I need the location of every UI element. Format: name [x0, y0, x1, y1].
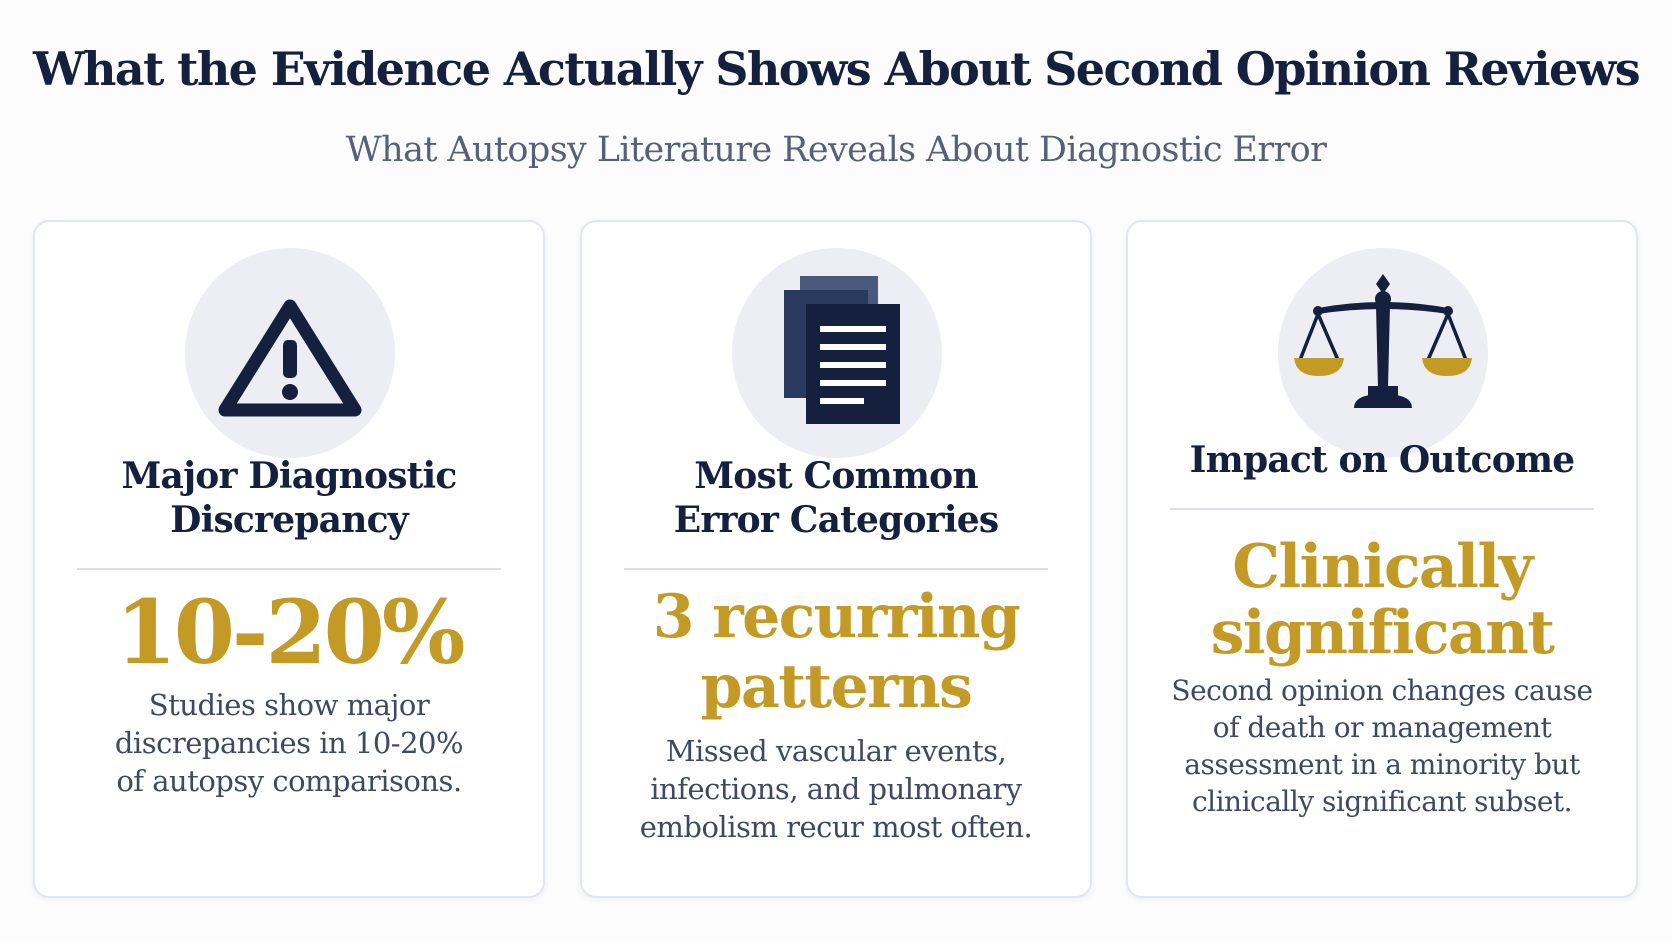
- warning-triangle-icon: [218, 299, 362, 417]
- icon-badge: [1278, 248, 1488, 458]
- documents-stack-icon: [784, 276, 900, 424]
- description-line: Missed vascular events,: [665, 734, 1007, 768]
- card-heading-line: Error Categories: [673, 499, 999, 541]
- description-line: assessment in a minority but: [1184, 748, 1580, 781]
- description-line: clinically significant subset.: [1191, 785, 1573, 818]
- card-heading-line: Major Diagnostic: [121, 455, 458, 497]
- stat-line: 3 recurring: [652, 582, 1021, 652]
- icon-badge: [732, 248, 942, 458]
- card-heading: Most Common Error Categories: [582, 454, 1090, 542]
- description-line: of autopsy comparisons.: [116, 764, 462, 798]
- stat-line: 10-20%: [115, 580, 465, 684]
- card-description: Missed vascular events, infections, and …: [602, 732, 1070, 846]
- stat-line: significant: [1210, 598, 1555, 668]
- stat-value: 10-20%: [35, 582, 543, 682]
- icon-badge: [185, 248, 395, 458]
- card-description: Studies show major discrepancies in 10-2…: [55, 686, 523, 800]
- card-impact-on-outcome: Impact on Outcome Clinically significant…: [1126, 220, 1638, 898]
- stat-value: 3 recurring patterns: [582, 582, 1090, 722]
- divider: [624, 568, 1048, 570]
- card-heading-line: Most Common: [694, 455, 978, 497]
- card-most-common-error-categories: Most Common Error Categories 3 recurring…: [580, 220, 1092, 898]
- description-line: Second opinion changes cause: [1171, 674, 1593, 707]
- page-title: What the Evidence Actually Shows About S…: [33, 42, 1641, 96]
- divider: [1170, 508, 1594, 510]
- page-subtitle: What Autopsy Literature Reveals About Di…: [345, 130, 1327, 170]
- card-heading: Major Diagnostic Discrepancy: [35, 454, 543, 542]
- card-heading-line: Discrepancy: [170, 499, 408, 541]
- divider: [77, 568, 501, 570]
- description-line: of death or management: [1212, 711, 1552, 744]
- stat-value: Clinically significant: [1128, 534, 1636, 666]
- description-line: infections, and pulmonary: [650, 772, 1022, 806]
- balance-scale-icon: [1294, 274, 1472, 408]
- description-line: embolism recur most often.: [639, 810, 1033, 844]
- stat-line: Clinically: [1232, 532, 1533, 602]
- card-description: Second opinion changes cause of death or…: [1148, 672, 1616, 820]
- stat-line: patterns: [700, 652, 973, 722]
- card-heading-line: Impact on Outcome: [1189, 439, 1576, 481]
- card-major-diagnostic-discrepancy: Major Diagnostic Discrepancy 10-20% Stud…: [33, 220, 545, 898]
- card-heading: Impact on Outcome: [1128, 438, 1636, 482]
- description-line: discrepancies in 10-20%: [114, 726, 464, 760]
- description-line: Studies show major: [148, 688, 430, 722]
